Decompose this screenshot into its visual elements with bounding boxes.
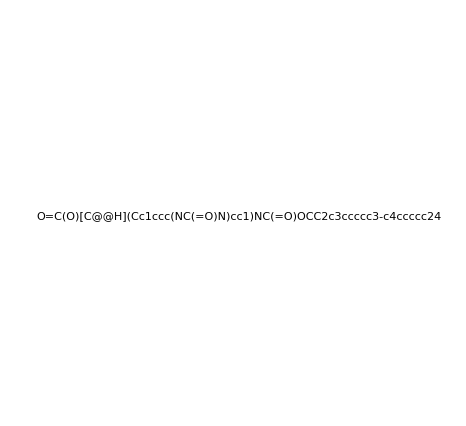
Text: O=C(O)[C@@H](Cc1ccc(NC(=O)N)cc1)NC(=O)OCC2c3ccccc3-c4ccccc24: O=C(O)[C@@H](Cc1ccc(NC(=O)N)cc1)NC(=O)OC… [36,210,441,220]
